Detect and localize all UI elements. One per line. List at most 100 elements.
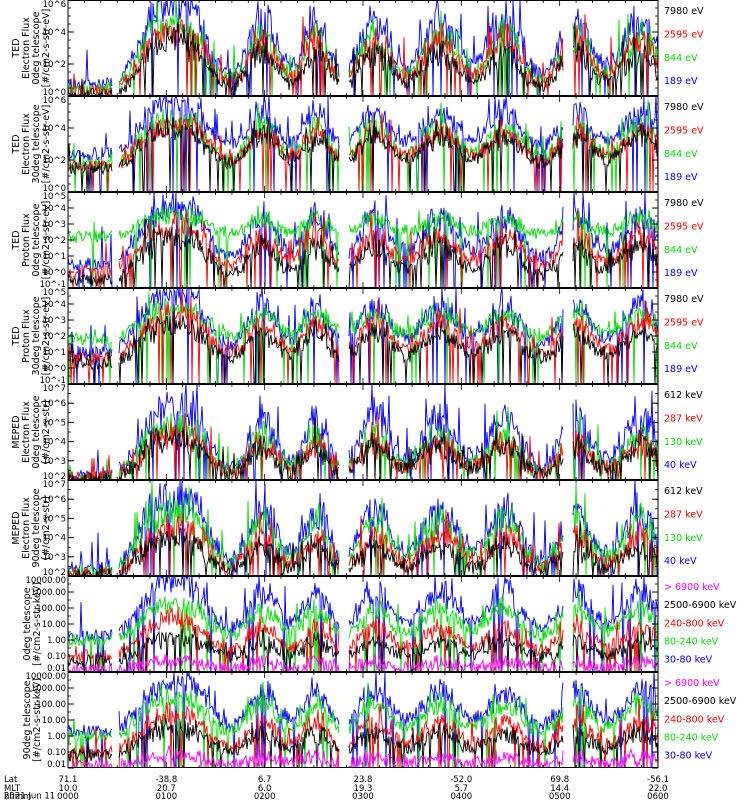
trace-blue bbox=[68, 480, 658, 576]
panel-meped-e-90: 10^2 10^3 10^4 10^5 10^6 10^7 MEPED Electron Fl… bbox=[11, 479, 703, 578]
y-tick-label: 10.00 bbox=[42, 716, 66, 726]
panel-traces bbox=[68, 192, 658, 288]
y-tick-label: 10^7 bbox=[43, 384, 66, 394]
panel-traces bbox=[68, 96, 658, 192]
x-lat-value: 23.8 bbox=[354, 775, 373, 785]
y-tick-label: 1000.00 bbox=[31, 684, 66, 694]
channel-label: 2500-6900 keV bbox=[664, 696, 737, 707]
channel-label: 240-800 keV bbox=[664, 618, 725, 629]
y-tick-label: 10^3 bbox=[43, 316, 66, 326]
trace-green bbox=[68, 681, 658, 768]
channel-label: 2595 eV bbox=[664, 125, 704, 136]
y-axis-label: [#/cm2-s-str] bbox=[41, 400, 52, 463]
trace-black bbox=[68, 218, 658, 288]
channel-label: 30-80 keV bbox=[664, 751, 713, 762]
channel-label: 287 keV bbox=[664, 413, 703, 424]
x-mlt-value: 14.4 bbox=[550, 784, 569, 794]
x-row-label: MLT bbox=[4, 784, 21, 794]
channel-label: 240-800 keV bbox=[664, 714, 725, 725]
y-tick-label: 10^0 bbox=[43, 364, 66, 374]
y-tick-label: 10^4 bbox=[43, 124, 66, 134]
y-axis-label: 90deg telescope bbox=[22, 680, 33, 759]
trace-black bbox=[68, 626, 658, 672]
channel-label: 612 keV bbox=[664, 390, 703, 401]
y-tick-label: 10^2 bbox=[43, 472, 66, 482]
channel-label: 7980 eV bbox=[664, 294, 704, 305]
trace-green bbox=[68, 204, 658, 288]
y-tick-label: 0.01 bbox=[47, 760, 66, 770]
channel-label: 844 eV bbox=[664, 341, 698, 352]
y-axis-label: Electron Flux bbox=[21, 497, 32, 559]
y-tick-label: 1.00 bbox=[47, 732, 66, 742]
panel-traces bbox=[68, 576, 658, 672]
trace-green bbox=[68, 0, 658, 96]
y-tick-label: 0.10 bbox=[47, 652, 66, 662]
channel-label: 189 eV bbox=[664, 364, 698, 375]
y-tick-label: 10^5 bbox=[43, 418, 66, 428]
trace-green bbox=[68, 588, 658, 672]
panel-traces bbox=[68, 480, 658, 576]
x-hhmm-value: 0500 bbox=[549, 792, 571, 800]
y-tick-label: 10^4 bbox=[43, 438, 66, 448]
y-axis-label: MEPED bbox=[11, 415, 22, 448]
x-row-label: Lat bbox=[4, 775, 18, 785]
x-lat-value: 71.1 bbox=[59, 775, 78, 785]
x-mlt-value: 22.0 bbox=[649, 784, 668, 794]
y-axis-label: 30deg telescope bbox=[31, 296, 42, 375]
trace-magenta bbox=[68, 745, 658, 768]
y-axis-label: MEPED bbox=[11, 511, 22, 544]
y-tick-label: 10^2 bbox=[43, 568, 66, 578]
trace-red bbox=[68, 698, 658, 768]
trace-black bbox=[68, 520, 658, 576]
panel-meped-e-0: 10^2 10^3 10^4 10^5 10^6 10^7 MEPED Electron Fl… bbox=[11, 383, 703, 482]
y-tick-label: 10^1 bbox=[43, 348, 66, 358]
channel-label: 130 keV bbox=[664, 437, 703, 448]
channel-label: 844 eV bbox=[664, 245, 698, 256]
y-axis-label: Electron Flux bbox=[21, 113, 32, 175]
y-axis-label: [#/cm2-s-str-eV] bbox=[41, 9, 52, 88]
x-hhmm-value: 0200 bbox=[254, 792, 276, 800]
x-lat-value: -38.8 bbox=[155, 775, 177, 785]
trace-blue bbox=[68, 96, 658, 192]
trace-magenta bbox=[68, 652, 658, 672]
y-tick-label: 10^3 bbox=[43, 553, 66, 563]
channel-label: 40 keV bbox=[664, 556, 697, 567]
y-tick-label: 10.00 bbox=[42, 620, 66, 630]
y-tick-label: 10^4 bbox=[43, 300, 66, 310]
y-tick-label: 10^6 bbox=[43, 495, 66, 505]
x-hhmm-value: 0400 bbox=[451, 792, 473, 800]
x-mlt-value: 20.7 bbox=[157, 784, 176, 794]
x-hhmm-value: 0000 bbox=[57, 792, 79, 800]
trace-red bbox=[68, 412, 658, 480]
x-mlt-value: 5.7 bbox=[455, 784, 469, 794]
panel-ted-p-30: 10^-1 10^0 10^1 10^2 10^3 10^4 10^5 TED Proton F… bbox=[11, 287, 704, 386]
x-hhmm-value: 0100 bbox=[156, 792, 178, 800]
y-tick-label: 10^6 bbox=[43, 96, 66, 106]
panel-ted-e-30: 10^0 10^2 10^4 10^6 TED Electron Flux 30deg te… bbox=[11, 95, 704, 194]
y-tick-label: 10^0 bbox=[43, 268, 66, 278]
channel-label: 287 keV bbox=[664, 509, 703, 520]
channel-label: 189 eV bbox=[664, 76, 698, 87]
channel-label: 2595 eV bbox=[664, 221, 704, 232]
y-tick-label: 1000.00 bbox=[31, 588, 66, 598]
trace-black bbox=[68, 111, 658, 192]
panel-ted-p-0: 10^-1 10^0 10^1 10^2 10^3 10^4 10^5 TED Proton F… bbox=[11, 191, 704, 290]
y-axis-label: TED bbox=[11, 326, 22, 346]
y-tick-label: 10000.00 bbox=[25, 672, 66, 682]
y-tick-label: 10^5 bbox=[43, 192, 66, 202]
y-axis-label: 30deg telescope bbox=[31, 104, 42, 183]
y-tick-label: 10^6 bbox=[43, 0, 66, 10]
x-lat-value: -52.0 bbox=[450, 775, 472, 785]
trace-green bbox=[68, 292, 658, 384]
y-tick-label: 10^2 bbox=[43, 156, 66, 166]
y-tick-label: 10^3 bbox=[43, 220, 66, 230]
y-axis-label: 0deg telescope bbox=[31, 11, 42, 84]
y-tick-label: 10^-1 bbox=[40, 280, 66, 290]
y-tick-label: 0.10 bbox=[47, 748, 66, 758]
channel-label: 844 eV bbox=[664, 149, 698, 160]
y-tick-label: 10000.00 bbox=[25, 576, 66, 586]
channel-label: > 6900 keV bbox=[664, 678, 720, 689]
y-axis-label: Proton Flux bbox=[21, 213, 32, 267]
y-tick-label: 10^6 bbox=[43, 399, 66, 409]
